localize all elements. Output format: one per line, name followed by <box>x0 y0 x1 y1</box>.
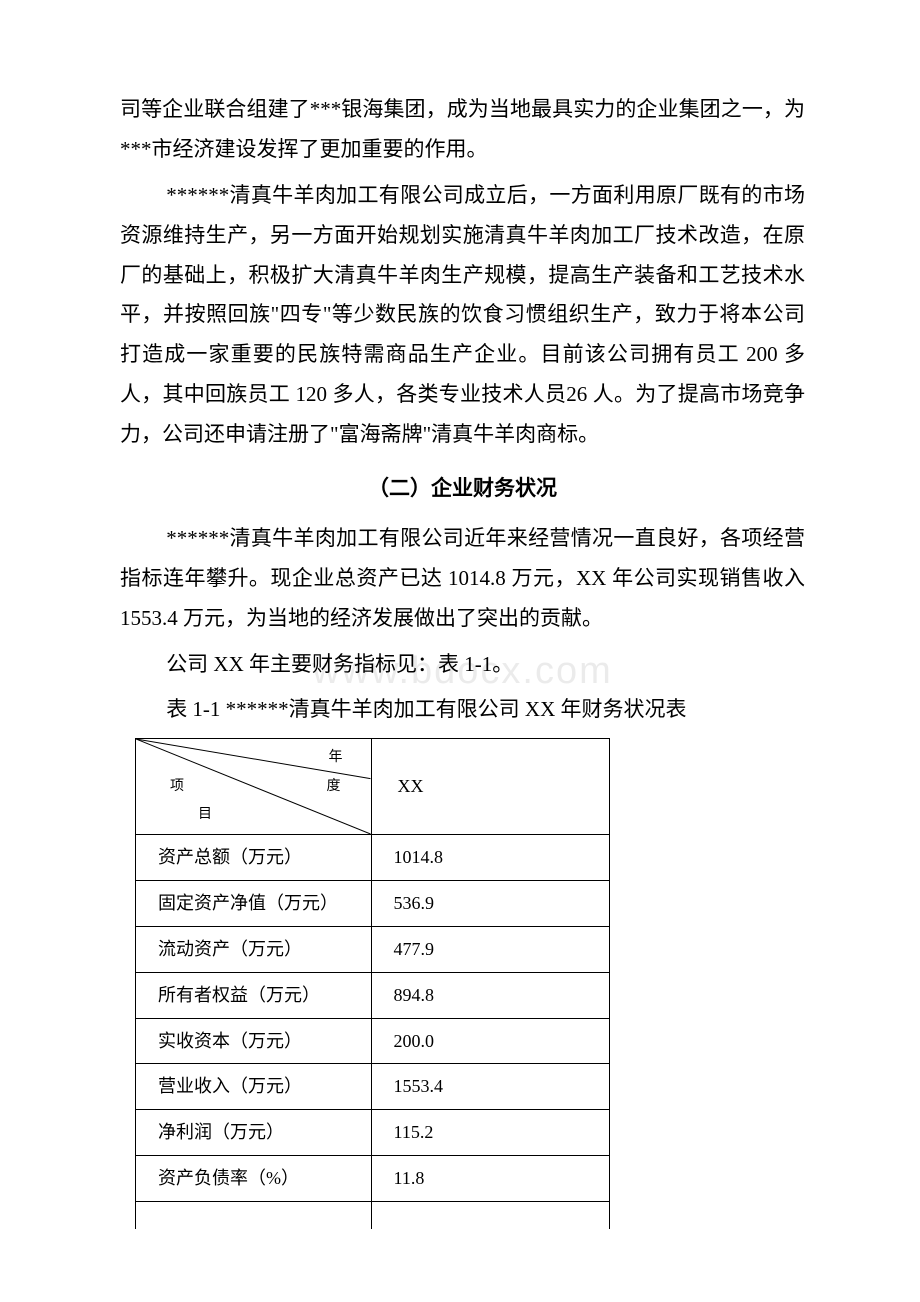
table-row: 资产负债率（%） 11.8 <box>136 1155 610 1201</box>
row-label: 净利润（万元） <box>136 1110 372 1156</box>
financial-table: 年 项 度 目 XX 资产总额（万元） 1014.8 固定资产净值（万元） 53… <box>135 738 610 1229</box>
table-row: 固定资产净值（万元） 536.9 <box>136 881 610 927</box>
table-row: 净利润（万元） 115.2 <box>136 1110 610 1156</box>
row-label: 营业收入（万元） <box>136 1064 372 1110</box>
paragraph-table-ref: 公司 XX 年主要财务指标见：表 1-1。 <box>120 645 805 685</box>
paragraph-continuation: 司等企业联合组建了***银海集团，成为当地最具实力的企业集团之一，为***市经济… <box>120 90 805 170</box>
table-empty-row <box>136 1201 610 1229</box>
diag-label-top: 年 <box>329 747 343 769</box>
table-row: 所有者权益（万元） 894.8 <box>136 972 610 1018</box>
diag-label-mid-right: 度 <box>327 776 341 798</box>
row-value: 1553.4 <box>371 1064 610 1110</box>
row-label: 资产负债率（%） <box>136 1155 372 1201</box>
table-row: 营业收入（万元） 1553.4 <box>136 1064 610 1110</box>
row-value: 1014.8 <box>371 835 610 881</box>
table-header-year: XX <box>371 739 610 835</box>
diag-label-mid-left: 项 <box>170 776 184 798</box>
row-label: 资产总额（万元） <box>136 835 372 881</box>
section-heading-financial: （二）企业财务状况 <box>120 469 805 509</box>
diag-label-bottom: 目 <box>198 804 212 826</box>
table-row: 实收资本（万元） 200.0 <box>136 1018 610 1064</box>
row-value: 200.0 <box>371 1018 610 1064</box>
empty-cell <box>371 1201 610 1229</box>
paragraph-company-intro: ******清真牛羊肉加工有限公司成立后，一方面利用原厂既有的市场资源维持生产，… <box>120 176 805 455</box>
row-value: 11.8 <box>371 1155 610 1201</box>
row-label: 流动资产（万元） <box>136 926 372 972</box>
row-value: 115.2 <box>371 1110 610 1156</box>
row-label: 所有者权益（万元） <box>136 972 372 1018</box>
row-label: 实收资本（万元） <box>136 1018 372 1064</box>
table-caption: 表 1-1 ******清真牛羊肉加工有限公司 XX 年财务状况表 <box>120 690 805 730</box>
row-label: 固定资产净值（万元） <box>136 881 372 927</box>
paragraph-financial-summary: ******清真牛羊肉加工有限公司近年来经营情况一直良好，各项经营指标连年攀升。… <box>120 519 805 639</box>
row-value: 894.8 <box>371 972 610 1018</box>
table-row: 流动资产（万元） 477.9 <box>136 926 610 972</box>
row-value: 536.9 <box>371 881 610 927</box>
empty-cell <box>136 1201 372 1229</box>
row-value: 477.9 <box>371 926 610 972</box>
table-header-diagonal-cell: 年 项 度 目 <box>136 739 372 835</box>
table-header-row: 年 项 度 目 XX <box>136 739 610 835</box>
table-row: 资产总额（万元） 1014.8 <box>136 835 610 881</box>
